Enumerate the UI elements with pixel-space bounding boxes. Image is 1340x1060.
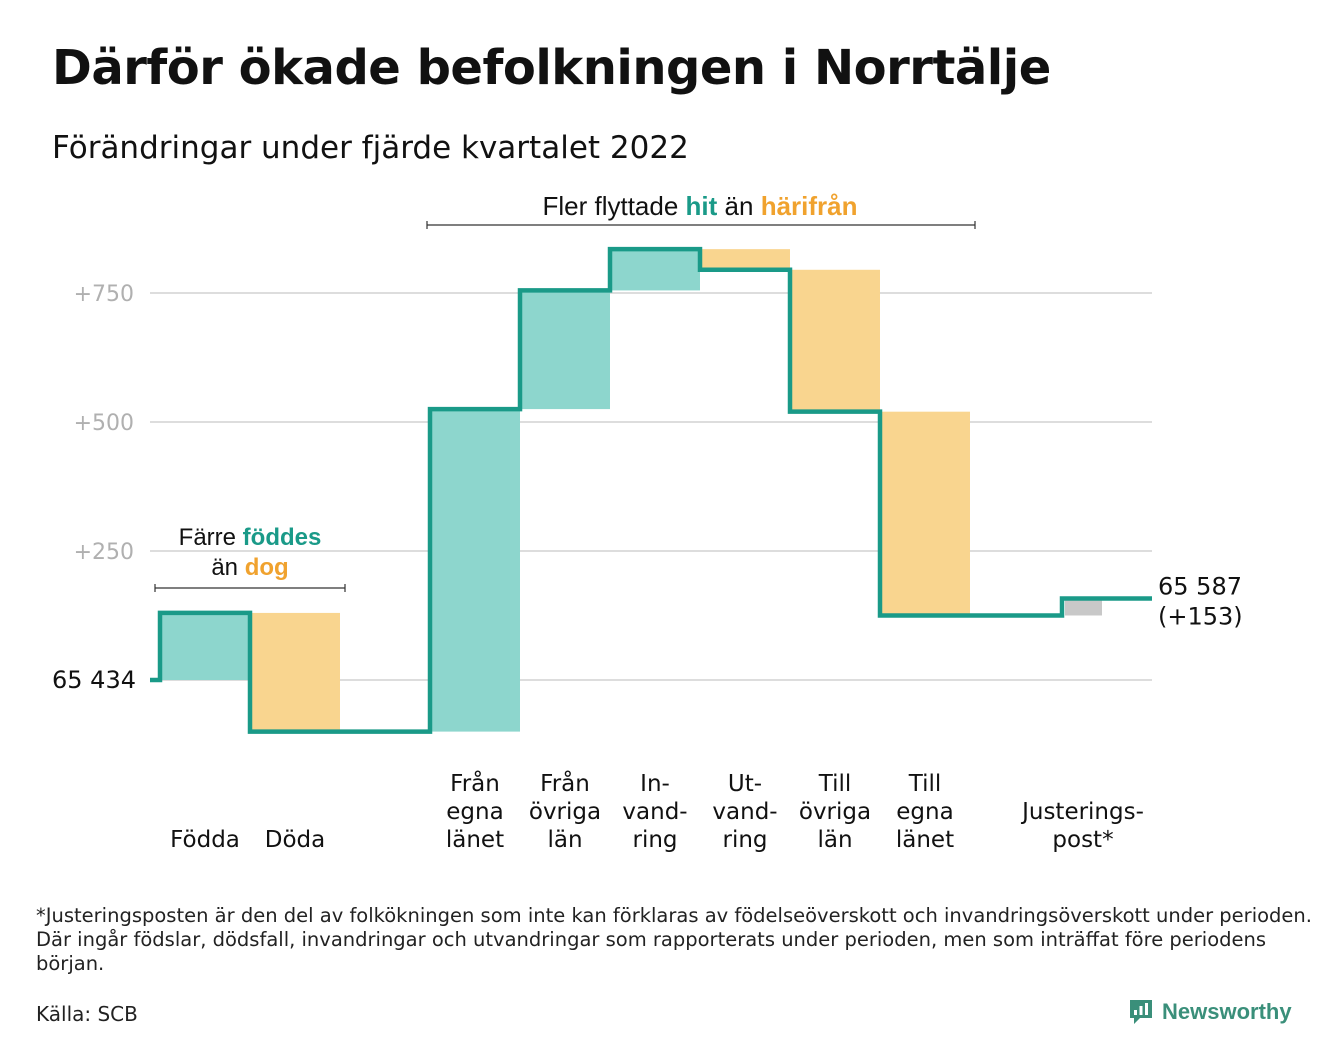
annotation-text: än bbox=[717, 191, 760, 221]
category-label: övriga bbox=[529, 799, 601, 825]
category-label: egna bbox=[446, 799, 503, 825]
logo-text: Newsworthy bbox=[1162, 999, 1292, 1024]
category-label: post* bbox=[1052, 827, 1113, 853]
category-label: vand- bbox=[622, 799, 687, 825]
annotation-text: än bbox=[211, 554, 244, 581]
newsworthy-logo: Newsworthy bbox=[1128, 998, 1292, 1026]
category-label: Från bbox=[450, 769, 500, 797]
category-label: Till bbox=[818, 771, 852, 797]
bar-gain bbox=[610, 249, 700, 291]
annotation-highlight-deaths: dog bbox=[245, 554, 289, 581]
annotation-births-line1: Färre föddes bbox=[179, 524, 322, 551]
category-label: Till bbox=[908, 771, 942, 797]
category-label: Födda bbox=[170, 827, 240, 853]
chart-title: Därför ökade befolkningen i Norrtälje bbox=[52, 40, 1051, 96]
bar-gain bbox=[520, 290, 610, 410]
annotation-highlight: hit bbox=[686, 191, 718, 221]
start-value-label: 65 434 bbox=[52, 666, 136, 694]
annotation-migration: Fler flyttade hit än härifrån bbox=[542, 191, 857, 221]
source-note: Källa: SCB bbox=[36, 1002, 138, 1026]
bar-loss bbox=[250, 612, 340, 732]
annotation-text: Färre bbox=[179, 524, 243, 551]
bar-gain bbox=[160, 612, 250, 680]
bar-gain bbox=[430, 409, 520, 732]
category-label: Justerings- bbox=[1020, 799, 1144, 825]
footnote: *Justeringsposten är den del av folkökni… bbox=[36, 904, 1312, 975]
category-label: ring bbox=[632, 827, 677, 853]
bar-adjustment bbox=[1065, 598, 1102, 616]
cumulative-step-line bbox=[150, 246, 1152, 734]
chart-logo-icon bbox=[1128, 998, 1154, 1026]
bar-loss bbox=[790, 269, 880, 412]
end-change-label: (+153) bbox=[1158, 602, 1243, 630]
category-label: län bbox=[547, 827, 582, 853]
annotation-births-line2: än dog bbox=[211, 554, 288, 581]
step-line bbox=[150, 246, 1152, 734]
category-label: länet bbox=[446, 827, 504, 853]
category-label: Döda bbox=[265, 827, 325, 853]
bar-loss bbox=[880, 411, 970, 616]
annotation-highlight-births: föddes bbox=[243, 524, 322, 551]
category-label: egna bbox=[896, 799, 953, 825]
category-label: Ut- bbox=[728, 771, 762, 797]
bar-loss bbox=[700, 249, 790, 270]
annotation-text: Fler flyttade bbox=[542, 191, 685, 221]
y-tick-label: +500 bbox=[74, 411, 134, 436]
category-label: ring bbox=[722, 827, 767, 853]
category-label: länet bbox=[896, 827, 954, 853]
y-tick-label: +250 bbox=[74, 540, 134, 565]
end-value-label: 65 587 bbox=[1158, 572, 1242, 600]
category-label: övriga bbox=[799, 799, 871, 825]
category-label: In- bbox=[640, 771, 670, 797]
annotation-highlight: härifrån bbox=[761, 191, 858, 221]
chart-subtitle: Förändringar under fjärde kvartalet 2022 bbox=[52, 130, 689, 166]
bars bbox=[160, 249, 1102, 732]
category-label: Från bbox=[540, 769, 590, 797]
y-tick-label: +750 bbox=[74, 282, 134, 307]
category-label: län bbox=[817, 827, 852, 853]
category-label: vand- bbox=[712, 799, 777, 825]
